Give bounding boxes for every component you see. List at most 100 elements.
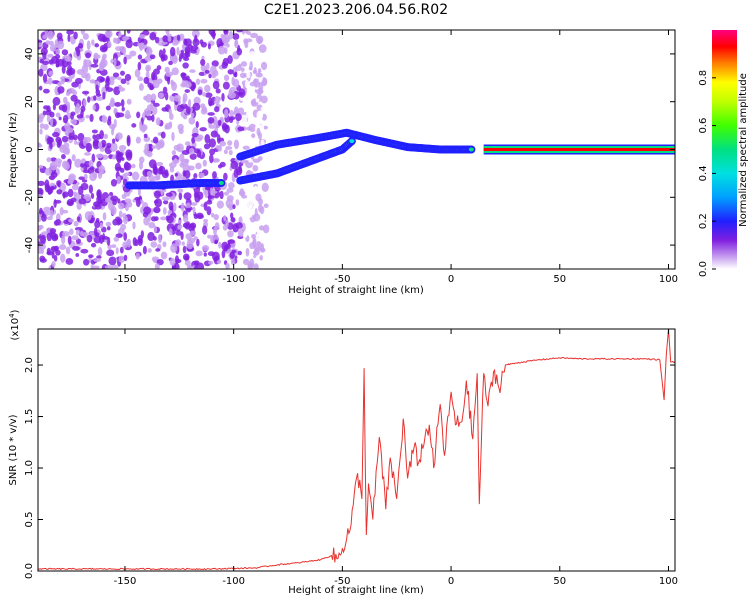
- spectrogram-noise-blob: [42, 34, 48, 40]
- spectrogram-noise-blob: [194, 136, 203, 142]
- spectrogram-noise-blob: [217, 145, 223, 152]
- spectrogram-noise-blob: [245, 38, 253, 43]
- snr-y-label: SNR (10 * v/v): [8, 414, 19, 485]
- spectrogram-noise-blob: [186, 207, 191, 213]
- spectrogram-noise-blob: [257, 132, 262, 140]
- spectrogram-noise-blob: [101, 115, 108, 123]
- spectrogram-noise-blob: [164, 66, 170, 73]
- spectrogram-noise-blob: [184, 141, 191, 146]
- spectrogram-noise-blob: [259, 205, 265, 215]
- spectrogram-noise-blob: [112, 72, 120, 78]
- spectrogram-noise-blob: [83, 98, 87, 108]
- colorbar-label: Normalized spectral amplitude: [738, 73, 749, 227]
- spectrogram-noise-blob: [175, 258, 182, 264]
- spectrogram-noise-blob: [93, 52, 99, 60]
- spectrogram-noise-blob: [204, 84, 211, 93]
- spectrogram-noise-blob: [153, 68, 160, 75]
- spectrogram-noise-blob: [248, 66, 253, 71]
- spectrogram-noise-blob: [235, 113, 242, 121]
- spectrogram-noise-blob: [76, 114, 84, 119]
- spectrogram-noise-blob: [131, 123, 137, 128]
- x-tick-label: 100: [659, 576, 678, 587]
- spectrogram-noise-blob: [118, 202, 125, 210]
- spectrogram-noise-blob: [153, 199, 159, 204]
- spectrogram-noise-blob: [200, 58, 206, 66]
- spectrogram-noise-blob: [111, 244, 117, 249]
- spectrogram-noise-blob: [192, 102, 201, 111]
- spectrogram-noise-blob: [39, 255, 46, 262]
- spectrogram-noise-blob: [102, 53, 107, 60]
- spectrogram-noise-blob: [94, 203, 102, 210]
- spectrogram-noise-blob: [229, 109, 234, 119]
- spectrogram-noise-blob: [248, 205, 253, 212]
- spectrogram-noise-blob: [181, 241, 185, 246]
- spectrogram-noise-blob: [103, 133, 109, 140]
- spectrogram-noise-blob: [247, 116, 252, 126]
- spectrogram-noise-blob: [38, 180, 45, 187]
- x-tick-label: 100: [659, 274, 678, 285]
- spectrogram-noise-blob: [146, 104, 153, 111]
- spectrogram-noise-blob: [169, 46, 176, 57]
- spectrogram-noise-blob: [260, 105, 267, 113]
- spectrogram-noise-blob: [244, 183, 249, 188]
- spectrogram-noise-blob: [86, 234, 93, 243]
- spectrogram-noise-blob: [207, 112, 215, 116]
- spectrogram-noise-blob: [123, 56, 127, 65]
- spectrogram-noise-blob: [106, 226, 111, 231]
- spectrogram-noise-blob: [104, 265, 113, 269]
- spectrogram-noise-blob: [151, 71, 156, 81]
- spectrogram-noise-blob: [55, 112, 61, 118]
- spectrogram-noise-blob: [153, 225, 158, 234]
- spectrogram-noise-blob: [99, 44, 108, 53]
- x-tick-label: 0: [448, 576, 454, 587]
- spectrogram-noise-blob: [184, 259, 191, 266]
- spectrogram-noise-blob: [244, 40, 249, 49]
- spectrogram-noise-blob: [48, 175, 56, 180]
- colorbar: 0.0 0.2 0.4 0.6 0.8 Normalized spectral ampl…: [698, 30, 749, 277]
- spectrogram-noise-blob: [120, 99, 125, 108]
- spectrogram-noise-blob: [228, 205, 234, 211]
- spectrogram-noise-blob: [85, 142, 93, 153]
- spectrogram-noise-blob: [111, 128, 115, 136]
- spectrogram-noise-blob: [78, 198, 87, 205]
- spectrogram-noise-blob: [195, 250, 203, 257]
- spectrogram-noise-blob: [207, 251, 215, 257]
- spectrogram-noise-blob: [45, 109, 52, 116]
- spectrogram-noise-blob: [137, 76, 144, 82]
- spectrogram-noise-blob: [78, 176, 85, 181]
- spectrogram-noise-blob: [186, 265, 192, 269]
- spectrogram-noise-blob: [193, 191, 199, 199]
- spectrogram-noise-blob: [151, 105, 158, 116]
- spectrogram-noise-blob: [207, 234, 212, 239]
- spectrogram-noise-blob: [204, 134, 211, 144]
- spectrogram-noise-blob: [233, 139, 239, 150]
- spectrogram-noise-blob: [80, 163, 85, 168]
- spectrogram-noise-blob: [137, 54, 143, 60]
- spectrogram-noise-blob: [227, 182, 235, 189]
- spectrogram-noise-blob: [110, 178, 118, 187]
- spectrogram-noise-blob: [143, 206, 152, 215]
- spectrogram-noise-blob: [249, 137, 254, 145]
- spectrogram-noise-blob: [210, 234, 215, 244]
- spectrogram-noise-blob: [203, 190, 208, 195]
- spectrogram-noise-blob: [110, 205, 117, 216]
- spectrogram-noise-blob: [208, 124, 216, 129]
- spectrum-y-label: Frequency (Hz): [8, 112, 19, 188]
- spectrogram-noise-blob: [67, 179, 74, 185]
- spectrogram-noise-blob: [201, 92, 207, 97]
- spectrogram-noise-blob: [134, 68, 141, 78]
- spectrum-y-ticks: -40 -20 0 20 40: [24, 48, 675, 253]
- spectrogram-noise-blob: [191, 132, 200, 138]
- spectrogram-noise-blob: [182, 222, 190, 229]
- spectrogram-noise-blob: [111, 264, 119, 269]
- spectrogram-noise-blob: [126, 30, 131, 34]
- spectrogram-noise-blob: [258, 44, 267, 53]
- spectrogram-noise-blob: [89, 166, 95, 171]
- spectrogram-noise-blob: [70, 111, 76, 116]
- spectrogram-noise-blob: [222, 124, 229, 130]
- spectrogram-noise-blob: [235, 199, 240, 206]
- spectrogram-noise-blob: [168, 60, 173, 66]
- spectrogram-noise-blob: [132, 221, 136, 230]
- spectrogram-noise-blob: [162, 86, 168, 94]
- spectrogram-noise-blob: [249, 50, 256, 60]
